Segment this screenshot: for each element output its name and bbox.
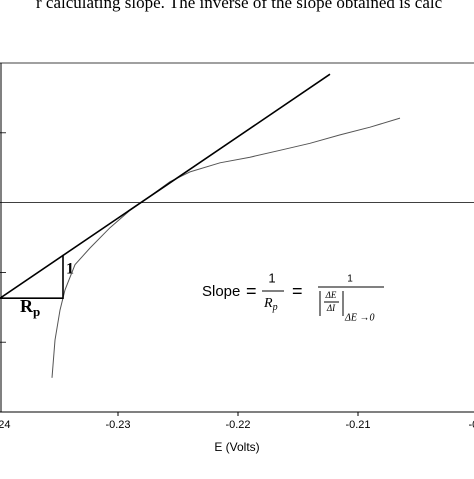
x-tick-label: -0.2	[469, 419, 474, 431]
formula-di: ΔI	[326, 303, 336, 313]
formula-lhs: Slope	[202, 283, 240, 300]
tangent-line	[0, 73, 331, 299]
slope-triangle	[0, 254, 64, 299]
rise-label: 1	[66, 261, 74, 278]
formula-eq: =	[292, 281, 303, 301]
formula-eq: =	[246, 281, 257, 301]
formula-num: 1	[268, 270, 275, 285]
measured-curve	[51, 117, 401, 378]
x-axis-label: E (Volts)	[214, 440, 259, 454]
formula-limit: ΔE →0	[344, 312, 374, 323]
formula-num: 1	[347, 274, 353, 285]
formula-den: Rp	[263, 296, 278, 313]
x-tick-label: -0.24	[0, 419, 11, 431]
x-tick-label: -0.23	[105, 419, 130, 431]
formula-de: ΔE	[325, 290, 337, 300]
formula: Slope = 1 Rp = 1 ΔE ΔI ΔE →0	[202, 270, 384, 323]
x-tick-label: -0.21	[345, 419, 370, 431]
caption-fragment: r calculating slope. The inverse of the …	[36, 0, 443, 12]
x-tick-label: -0.22	[225, 419, 250, 431]
run-label: Rp	[20, 296, 40, 319]
